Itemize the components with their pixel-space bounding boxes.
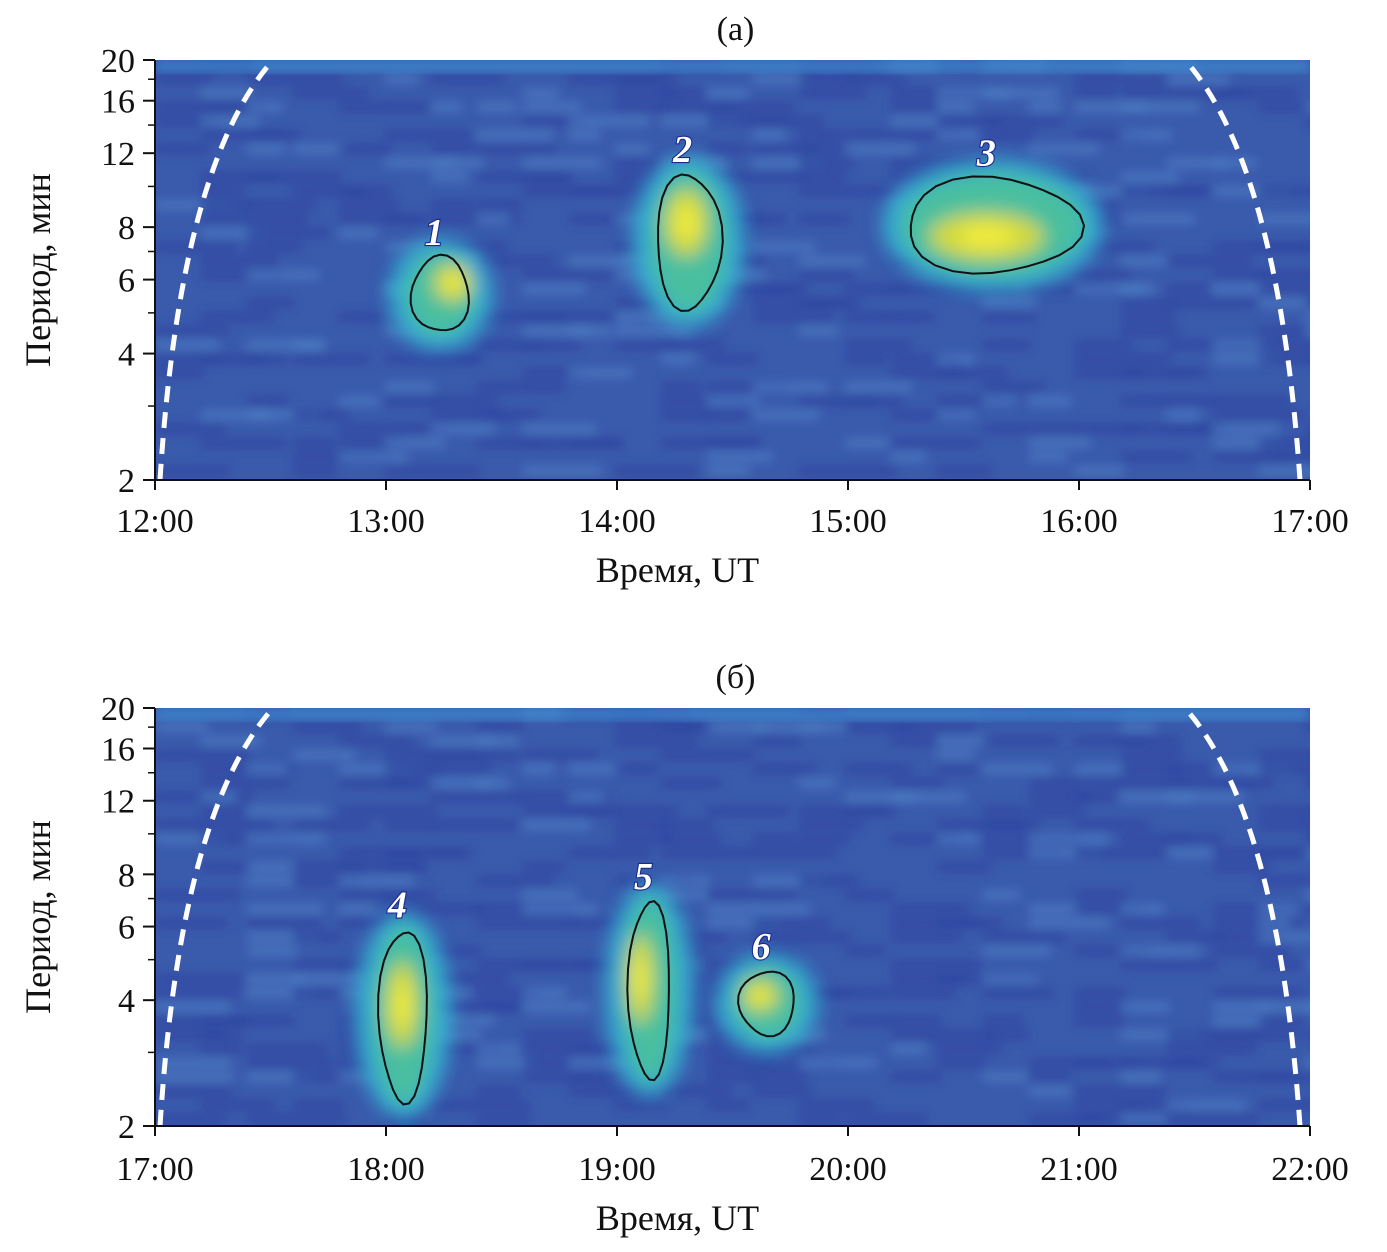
contour-region-2	[657, 173, 724, 312]
region-label-3: 3	[976, 133, 996, 175]
x-axis-label: Время, UT	[596, 1198, 759, 1238]
contour-region-4	[377, 931, 428, 1106]
y-tick-label: 20	[101, 691, 135, 728]
x-tick-label: 15:00	[809, 503, 886, 540]
x-tick-label: 19:00	[578, 1151, 655, 1188]
x-tick-label: 12:00	[116, 503, 193, 540]
x-axis-label: Время, UT	[596, 550, 759, 590]
spectrum-texture	[155, 708, 1310, 1124]
x-tick-label: 13:00	[347, 503, 424, 540]
x-tick-label: 17:00	[1271, 503, 1348, 540]
coi-left	[157, 60, 275, 480]
x-tick-label: 18:00	[347, 1151, 424, 1188]
contour-region-5	[626, 899, 670, 1082]
y-tick-label: 4	[118, 983, 135, 1020]
x-tick-label: 16:00	[1040, 503, 1117, 540]
x-tick-label: 20:00	[809, 1151, 886, 1188]
contour-region-1	[409, 253, 470, 332]
y-tick-label: 8	[118, 210, 135, 247]
contour-region-3	[909, 175, 1086, 275]
x-tick-label: 17:00	[116, 1151, 193, 1188]
x-tick-label: 22:00	[1271, 1151, 1348, 1188]
coi-right	[1183, 708, 1303, 1126]
y-tick-label: 4	[118, 337, 135, 374]
contour-region-6	[737, 970, 795, 1038]
panel-2: 4 5 6 17:00 18:00 19:00 20:00 21:00 22:00 2 4 6 8 12 1…	[18, 659, 1349, 1238]
cone-of-influence	[157, 708, 1303, 1126]
y-tick-label: 20	[101, 43, 135, 80]
region-label-4: 4	[387, 885, 407, 927]
y-tick-label: 12	[101, 136, 135, 173]
significance-contours	[377, 899, 795, 1106]
y-tick-label: 2	[118, 463, 135, 500]
coi-right	[1183, 60, 1303, 480]
y-tick-label: 2	[118, 1109, 135, 1146]
panel-title: (а)	[717, 11, 755, 48]
cone-of-influence	[157, 60, 1303, 480]
y-tick-label: 8	[118, 857, 135, 894]
y-tick-label: 6	[118, 910, 135, 947]
spectrum-area	[155, 708, 1310, 1126]
spectrum-area	[155, 60, 1310, 480]
power-glow	[355, 883, 819, 1119]
y-tick-label: 6	[118, 263, 135, 300]
x-tick-label: 21:00	[1040, 1151, 1117, 1188]
y-tick-label: 16	[101, 732, 135, 769]
significance-contours	[409, 173, 1086, 332]
y-tick-label: 16	[101, 84, 135, 121]
region-label-5: 5	[634, 856, 653, 898]
region-label-1: 1	[425, 212, 444, 254]
panel-1: 12 312:00 13:00 14:00 15:00 16:00 17:002468121…	[18, 11, 1349, 590]
panel-title: (б)	[716, 659, 756, 696]
coi-left	[157, 708, 275, 1126]
y-tick-label: 12	[101, 784, 135, 821]
y-axis-label: Период, мин	[18, 173, 58, 367]
region-label-6: 6	[752, 926, 771, 968]
y-axis-label: Период, мин	[18, 820, 58, 1014]
x-tick-label: 14:00	[578, 503, 655, 540]
region-label-2: 2	[672, 129, 692, 171]
spectrum-background	[155, 708, 1310, 1126]
